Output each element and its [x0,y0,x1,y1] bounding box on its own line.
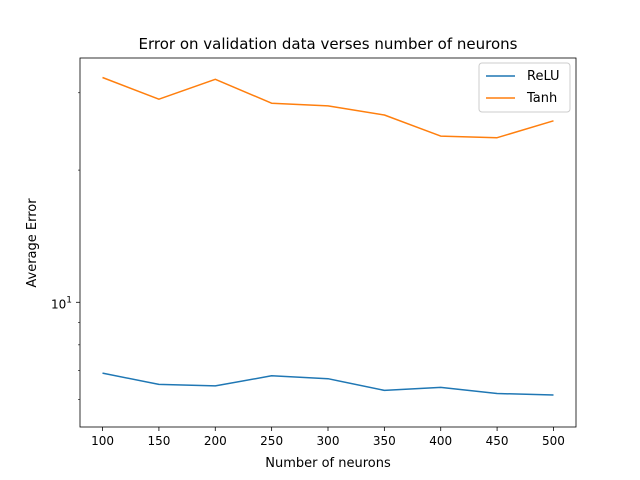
y-tick-base: 10 [51,297,66,311]
x-tick-label-100: 100 [91,434,114,448]
x-tick-label-200: 200 [204,434,227,448]
y-major-tick: 101 [51,295,80,311]
x-ticks: 100 150 200 250 300 350 400 450 500 [91,427,565,448]
legend-label-relu: ReLU [527,69,560,84]
x-axis-label: Number of neurons [265,456,391,471]
series-lines [102,76,554,396]
x-tick-label-500: 500 [542,434,565,448]
legend-label-tanh: Tanh [526,91,557,106]
x-tick-label-450: 450 [486,434,509,448]
y-tick-exponent: 1 [66,295,72,305]
x-tick-label-150: 150 [147,434,170,448]
y-axis-label: Average Error [25,198,40,288]
series-line-tanh [102,76,554,139]
x-tick-label-250: 250 [260,434,283,448]
plot-frame [79,57,577,428]
x-tick-label-300: 300 [317,434,340,448]
x-tick-label-350: 350 [373,434,396,448]
y-tick-label-10: 101 [51,295,72,311]
chart-title: Error on validation data verses number o… [139,35,518,53]
legend: ReLU Tanh [478,62,571,113]
x-tick-label-400: 400 [429,434,452,448]
series-line-relu [102,372,554,396]
